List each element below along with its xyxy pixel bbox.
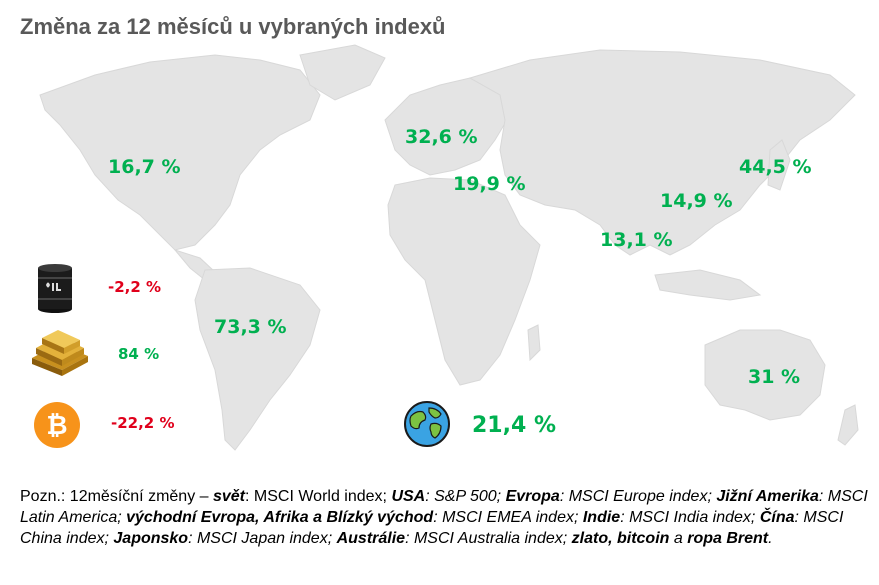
note-bold: Evropa: [505, 488, 560, 505]
bitcoin-icon: ₿: [34, 402, 80, 448]
africa-shape: [387, 177, 541, 386]
note-bold: USA: [391, 488, 426, 505]
new-zealand-shape: [837, 404, 859, 446]
note-bold: svět: [212, 488, 246, 505]
gold-bars-icon: [32, 330, 88, 376]
value-emea: 19,9 %: [453, 173, 526, 195]
value-latam: 73,3 %: [214, 316, 287, 338]
note-text: : MSCI Latin America;: [20, 488, 868, 526]
madagascar-shape: [527, 324, 541, 362]
svg-text:₿: ₿: [46, 411, 67, 441]
note-bold: Austrálie: [336, 530, 406, 547]
note-bold: Jižní Amerika: [716, 488, 819, 505]
europe-shape: [384, 77, 511, 176]
value-australia: 31 %: [748, 366, 801, 388]
note-text: : S&P 500;: [425, 488, 506, 505]
note-text: : MSCI Australia index;: [405, 530, 572, 547]
note-text: : MSCI China index;: [20, 509, 844, 547]
greenland-shape: [299, 44, 386, 101]
indonesia-shape: [654, 269, 762, 301]
japan-shape: [767, 139, 791, 191]
note-bold: východní Evropa, Afrika a Blízký východ: [126, 509, 434, 526]
note-text: : MSCI India index;: [620, 509, 760, 526]
value-europe: 32,6 %: [405, 126, 478, 148]
note-bold: Japonsko: [113, 530, 189, 547]
value-china: 14,9 %: [660, 190, 733, 212]
note-text: : MSCI World index;: [245, 488, 392, 505]
oil-barrel-icon: [38, 264, 72, 313]
value-bitcoin: -22,2 %: [111, 414, 175, 432]
note-text: : MSCI Europe index;: [559, 488, 717, 505]
note-text: Pozn.: 12měsíční změny –: [20, 488, 213, 505]
world-map: [39, 44, 859, 451]
note-text: : MSCI EMEA index;: [433, 509, 583, 526]
page-title: Změna za 12 měsíců u vybraných indexů: [20, 14, 446, 39]
value-japan: 44,5 %: [739, 156, 812, 178]
note-bold: Indie: [582, 509, 621, 526]
asia-shape: [468, 49, 856, 256]
note-text: a: [669, 530, 688, 547]
australia-shape: [704, 329, 826, 421]
value-usa: 16,7 %: [108, 156, 181, 178]
note-text: .: [768, 530, 773, 547]
note-bold: ropa Brent: [687, 530, 769, 547]
globe-icon: [404, 401, 450, 447]
value-gold: 84 %: [118, 345, 160, 363]
value-india: 13,1 %: [600, 229, 673, 251]
south-america-shape: [194, 267, 321, 451]
note-bold: zlato, bitcoin: [571, 530, 670, 547]
value-oil: -2,2 %: [108, 278, 162, 296]
note-text: : MSCI Japan index;: [188, 530, 337, 547]
value-world: 21,4 %: [472, 413, 556, 438]
north-america-shape: [39, 54, 321, 251]
footnote: Pozn.: 12měsíční změny – svět: MSCI Worl…: [20, 486, 870, 549]
note-bold: Čína: [759, 509, 795, 526]
